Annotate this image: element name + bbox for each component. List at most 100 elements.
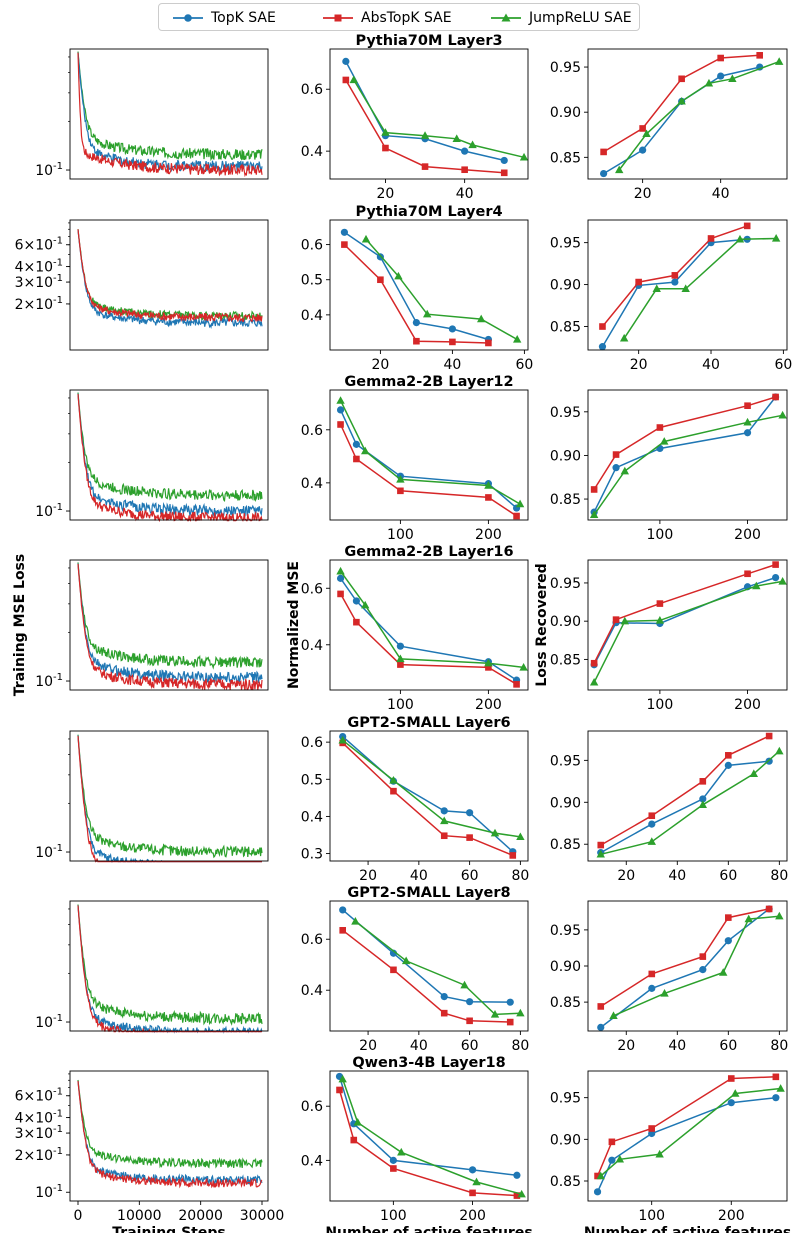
rec-point: [612, 451, 620, 458]
mse-line-abstopk: [345, 79, 505, 174]
mse-point: [381, 128, 390, 136]
mse-point: [382, 144, 389, 152]
loss-ytick-label: 2×10-1: [15, 295, 63, 313]
mse-point: [396, 642, 404, 650]
rec-point: [743, 222, 751, 230]
mse-point: [513, 681, 520, 688]
rec-ytick-label: 0.90: [550, 1132, 581, 1148]
rec-xtick-label: 60: [719, 868, 737, 884]
mse-ytick-label: 0.4: [301, 638, 323, 654]
loss-curve-jumprelu: [77, 392, 263, 503]
rec-point: [699, 778, 707, 785]
rec-point: [598, 343, 607, 351]
mse-point: [469, 1189, 476, 1197]
mse-point: [460, 980, 469, 989]
mse-line-jumprelu: [341, 1078, 522, 1195]
mse-point: [353, 618, 360, 626]
mse-point: [390, 1165, 397, 1172]
rec-point: [717, 54, 724, 62]
mse-point: [485, 339, 492, 347]
mse-frame: [329, 900, 529, 1032]
mse-xtick-label: 200: [475, 697, 502, 713]
mse-line-topk: [345, 61, 505, 162]
mse-point: [401, 956, 411, 965]
loss-curve-topk: [77, 563, 263, 685]
loss-ytick-label: 10-1: [35, 1013, 63, 1031]
rec-point: [677, 96, 686, 105]
rec-xtick-label: 200: [734, 527, 761, 543]
rec-point: [744, 914, 753, 923]
rec-point: [727, 1075, 735, 1082]
mse-point: [466, 834, 473, 841]
mse-point: [396, 654, 405, 663]
mse-point: [338, 1074, 347, 1083]
rec-point: [717, 72, 725, 80]
mse-ytick-label: 0.4: [301, 308, 323, 324]
loss-curve-topk: [77, 1080, 263, 1186]
loss-curve-abstopk: [77, 52, 263, 178]
rec-point: [589, 677, 599, 686]
loss-ytick-label: 4×10-1: [15, 258, 63, 276]
mse-ytick-label: 0.6: [301, 238, 323, 254]
rec-point: [772, 1073, 780, 1081]
mse-point: [421, 163, 429, 170]
col3-xlabel: Number of active features: [584, 1225, 791, 1233]
mse-point: [361, 600, 370, 609]
rec-xtick-label: 40: [668, 1038, 686, 1054]
mse-point: [339, 906, 347, 914]
rec-point: [635, 278, 642, 286]
rec-frame: [587, 1070, 788, 1202]
rec-xtick-label: 40: [702, 357, 720, 373]
loss-curve-topk: [77, 393, 263, 519]
rec-line-jumprelu: [600, 1087, 781, 1177]
mse-xtick-label: 100: [387, 527, 414, 543]
rec-point: [600, 169, 608, 178]
rec-point: [648, 984, 656, 992]
rec-point: [778, 577, 787, 585]
rec-point: [765, 732, 773, 740]
rec-xtick-label: 40: [668, 868, 686, 884]
mse-plot: [342, 57, 529, 177]
mse-xtick-label: 80: [511, 868, 529, 884]
rec-line-jumprelu: [618, 60, 780, 171]
rec-plot: [597, 905, 784, 1031]
rec-point: [725, 914, 732, 921]
rec-point: [608, 1156, 616, 1164]
rec-point: [596, 849, 605, 858]
rec-plot: [596, 732, 784, 858]
mse-xtick-label: 40: [443, 357, 461, 373]
rec-point: [772, 393, 779, 401]
rec-point: [655, 1149, 664, 1158]
mse-plot: [338, 732, 525, 859]
mse-point: [468, 1166, 477, 1174]
rec-xtick-label: 100: [647, 527, 674, 543]
loss-plot: [77, 1079, 263, 1189]
mse-xtick-label: 100: [387, 697, 414, 713]
col3-ylabel: Loss Recovered: [534, 563, 550, 686]
mse-line-jumprelu: [339, 570, 524, 669]
rec-line-jumprelu: [593, 580, 783, 683]
legend-item-abstopk: AbsTopK SAE: [321, 4, 452, 32]
rec-point: [589, 510, 599, 518]
loss-plot: [77, 229, 263, 330]
rec-line-abstopk: [600, 735, 770, 846]
loss-ytick-label: 3×10-1: [15, 1124, 63, 1142]
rec-xtick-label: 40: [712, 186, 730, 202]
mse-point: [361, 446, 370, 455]
mse-point: [389, 1156, 397, 1164]
loss-curve-abstopk: [77, 394, 263, 523]
rec-point: [731, 1089, 740, 1097]
mse-point: [339, 927, 346, 934]
rec-point: [778, 410, 787, 419]
mse-point: [440, 816, 449, 825]
mse-point: [336, 566, 345, 575]
mse-plot: [336, 566, 528, 688]
rec-point: [772, 561, 779, 568]
legend-label-jumprelu: JumpReLU SAE: [529, 10, 632, 26]
mse-line-jumprelu: [353, 79, 525, 159]
rec-point: [648, 820, 656, 828]
mse-point: [519, 152, 529, 161]
mse-point: [519, 662, 528, 671]
mse-point: [516, 832, 525, 841]
rec-ytick-label: 0.95: [550, 753, 581, 769]
